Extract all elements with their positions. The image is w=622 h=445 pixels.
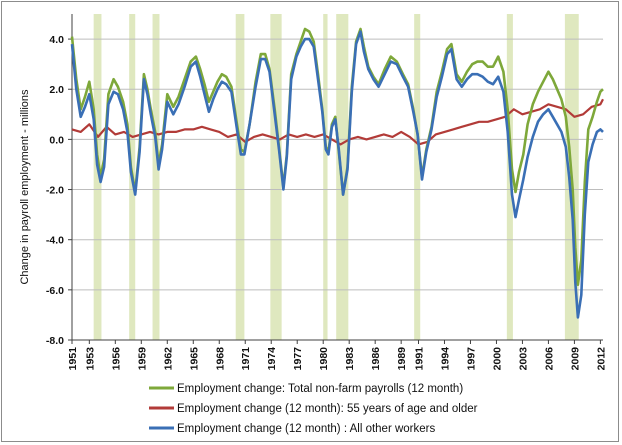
- x-tick-label-15: 1994: [439, 347, 451, 371]
- recession-band-0: [93, 14, 102, 340]
- y-tick-label-4: 0.0: [49, 134, 64, 146]
- x-tick-label-10: 1980: [318, 347, 330, 371]
- y-tick-label-5: 2.0: [49, 84, 64, 96]
- x-tick-label-2: 1956: [110, 347, 122, 371]
- gridlines: [72, 38, 603, 291]
- x-tick-label-21: 2012: [595, 347, 607, 371]
- x-tick-label-19: 2006: [543, 347, 555, 371]
- y-tick-label-2: -4.0: [46, 235, 64, 247]
- x-tick-label-6: 1968: [214, 347, 226, 371]
- legend-label-other: Employment change (12 month) : All other…: [177, 423, 435, 435]
- y-tick-label-0: -8.0: [46, 335, 64, 347]
- recession-band-3: [235, 14, 245, 340]
- recession-band-5: [323, 14, 328, 340]
- x-tick-label-1: 1953: [84, 347, 96, 371]
- x-tick-label-14: 1991: [413, 347, 425, 371]
- legend: Employment change: Total non-farm payrol…: [149, 383, 478, 435]
- x-tick-label-8: 1974: [266, 347, 278, 371]
- series-line-older: [71, 98, 604, 146]
- x-tick-label-16: 1997: [465, 347, 477, 371]
- recession-band-7: [414, 14, 421, 340]
- series-lines: [70, 27, 604, 319]
- legend-label-older: Employment change (12 month): 55 years o…: [177, 403, 478, 415]
- x-tick-label-3: 1959: [136, 347, 148, 371]
- x-tick-label-9: 1977: [292, 347, 304, 371]
- axes: [71, 14, 603, 341]
- recession-band-2: [152, 14, 160, 340]
- x-tick-label-11: 1983: [344, 347, 356, 371]
- y-tick-label-3: -2.0: [46, 185, 64, 197]
- x-tick-label-12: 1986: [370, 347, 382, 371]
- x-tick-label-20: 2009: [569, 347, 581, 371]
- legend-label-total: Employment change: Total non-farm payrol…: [177, 383, 463, 395]
- x-tick-label-0: 1951: [67, 347, 79, 371]
- x-tick-labels: 1951 1953 1956 1959 1962 1965 1968 1971 1974 1977…: [67, 340, 607, 370]
- x-tick-label-18: 2003: [517, 347, 529, 371]
- x-tick-label-5: 1965: [188, 347, 200, 371]
- x-tick-label-4: 1962: [162, 347, 174, 371]
- series-line-other: [70, 30, 604, 319]
- x-tick-label-7: 1971: [240, 347, 252, 371]
- y-axis-label: Change in payroll employment - millions: [19, 89, 31, 285]
- recession-band-4: [270, 14, 282, 340]
- y-tick-label-6: 4.0: [49, 34, 64, 46]
- x-tick-label-17: 2000: [491, 347, 503, 371]
- recession-bands: [93, 14, 579, 340]
- x-tick-label-13: 1989: [396, 347, 408, 371]
- y-tick-labels: -8.0 -6.0 -4.0 -2.0 0.0 2.0 4.0: [46, 34, 72, 347]
- y-tick-label-1: -6.0: [46, 285, 64, 297]
